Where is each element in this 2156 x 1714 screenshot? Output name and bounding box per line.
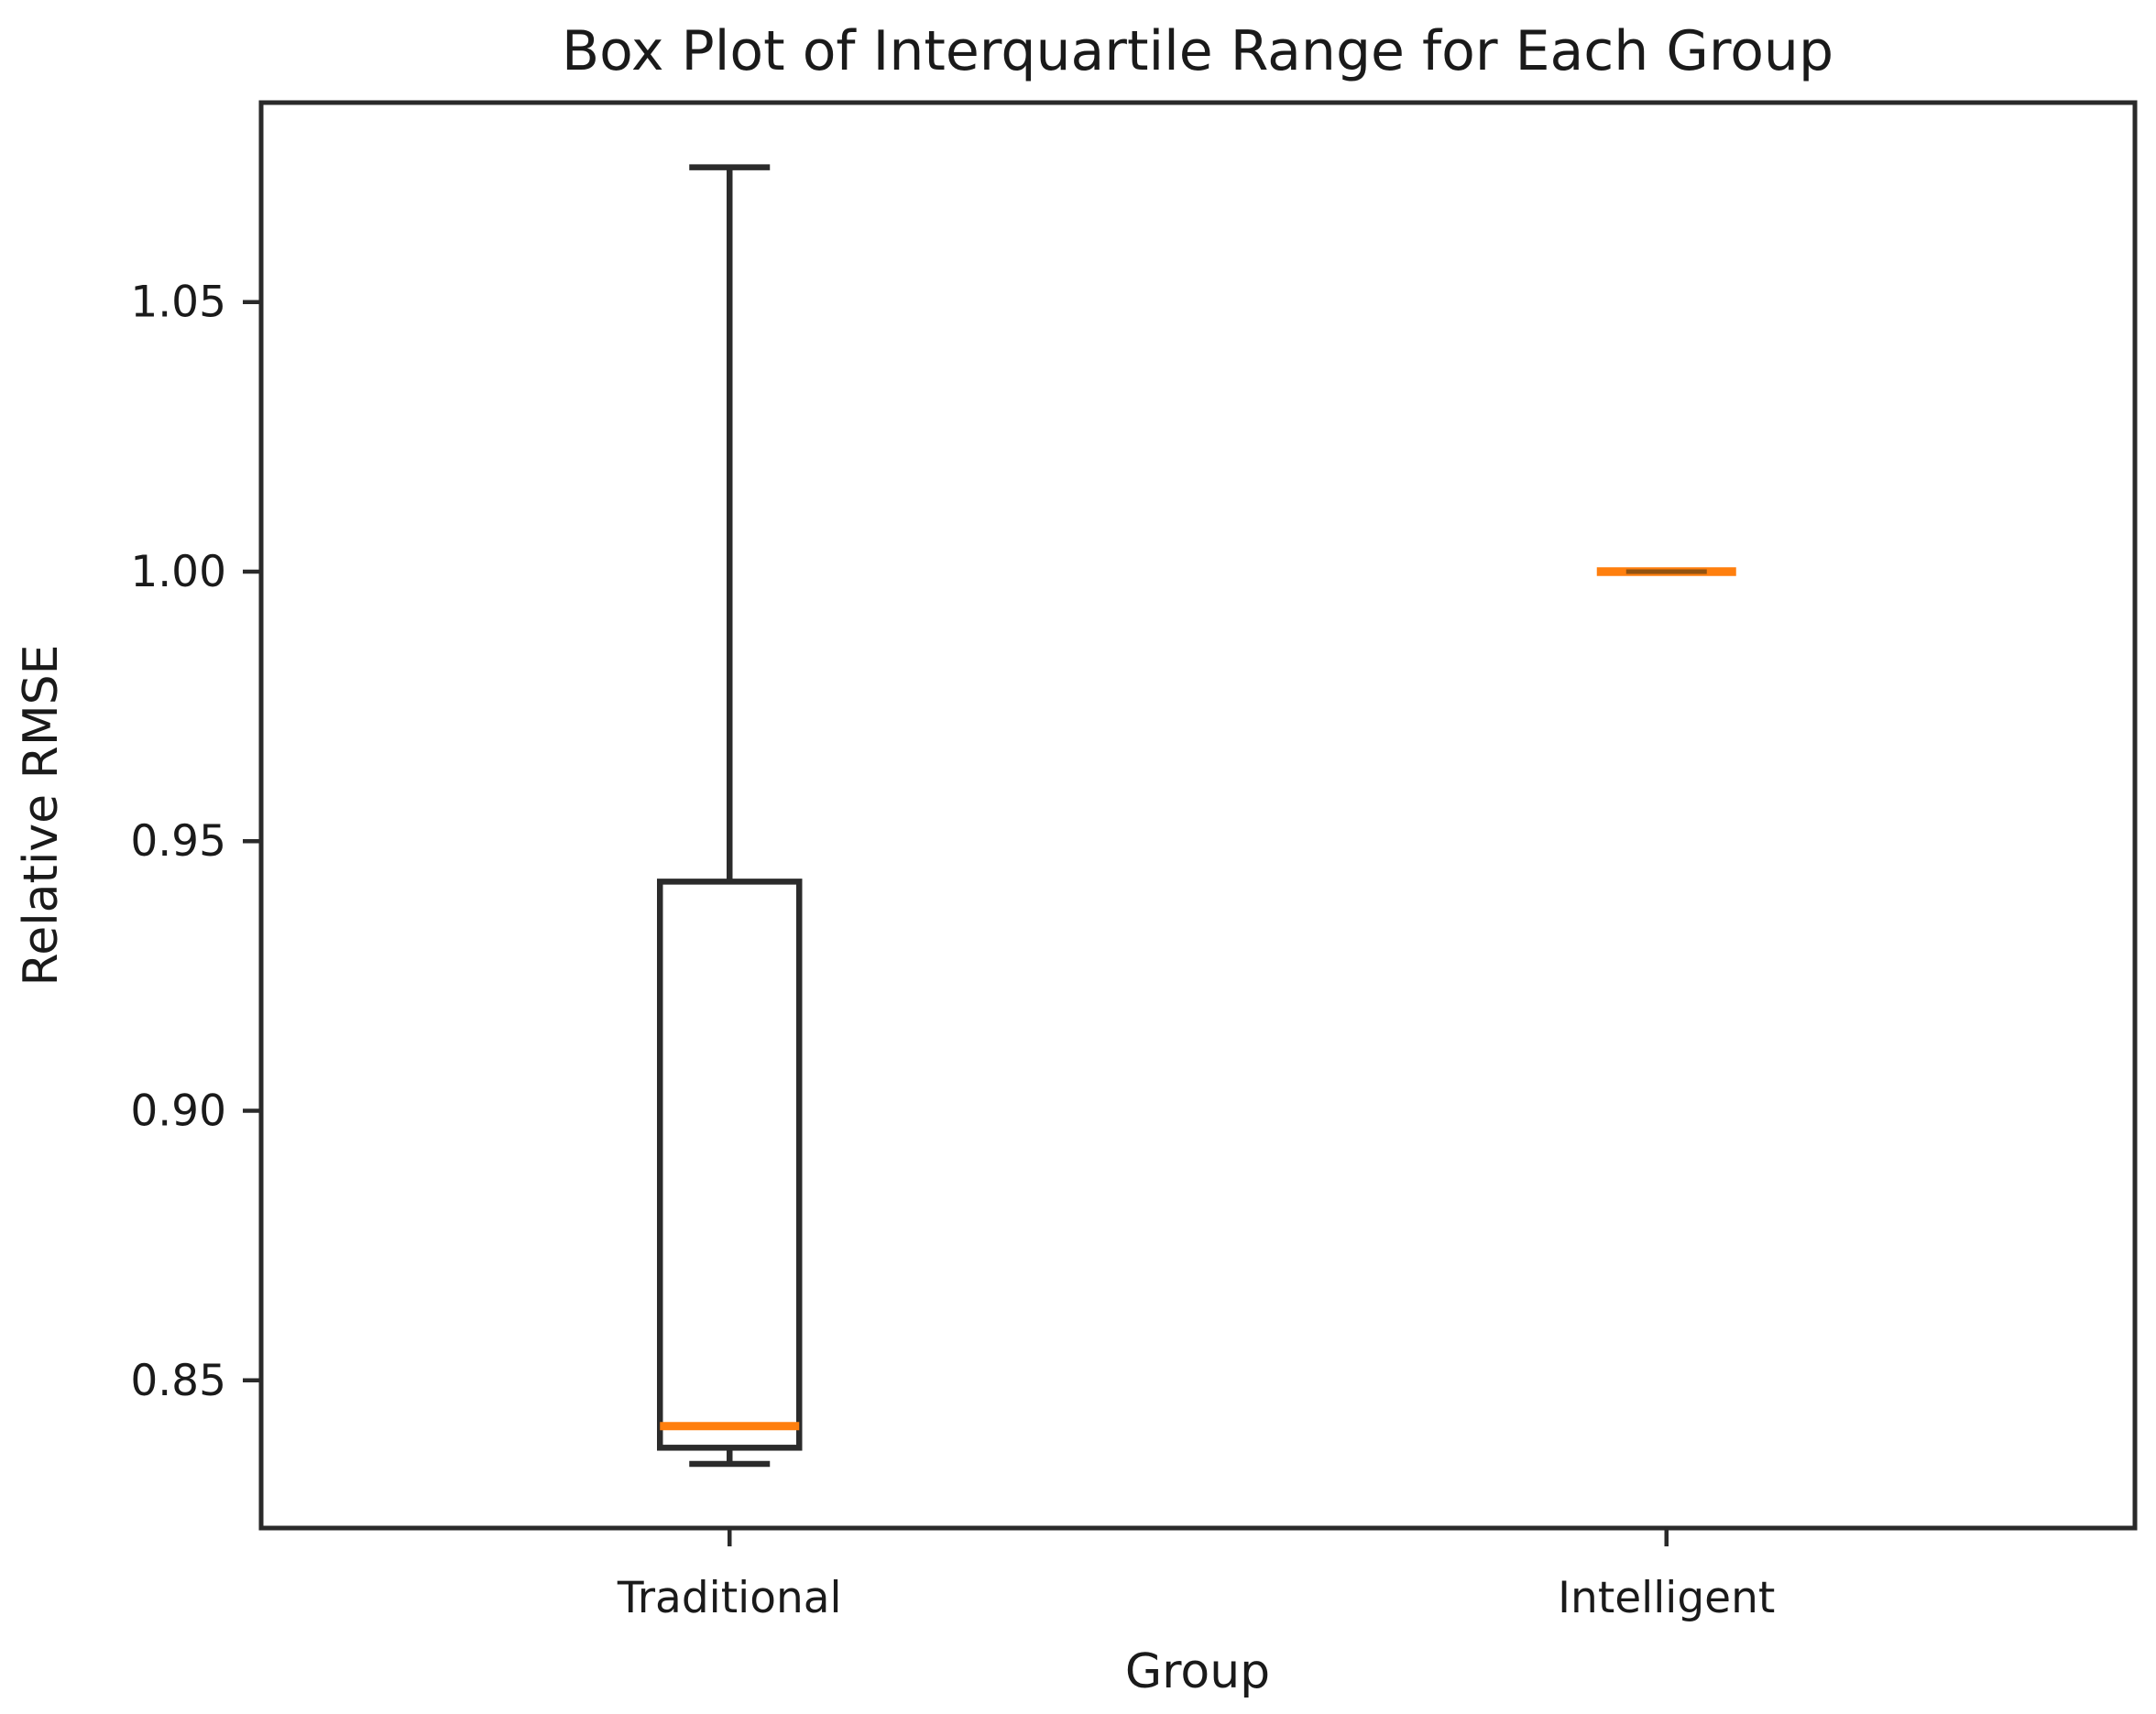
y-tick-label: 0.85 (130, 1356, 226, 1406)
plot-generated-content: 0.85 0.90 0.95 1.00 1.05 Traditional Intellige… (130, 100, 2138, 1623)
chart-title: Box Plot of Interquartile Range for Each… (562, 19, 1833, 83)
y-tick-label: 1.05 (130, 278, 226, 328)
y-tick-label: 0.90 (130, 1086, 226, 1136)
y-tick-label: 0.95 (130, 816, 226, 867)
x-tick-label: Intelligent (1558, 1573, 1775, 1623)
y-axis-label: Relative RMSE (14, 644, 69, 986)
y-tick-label: 1.00 (130, 547, 226, 597)
x-tick-label: Traditional (617, 1573, 842, 1623)
box-rect (657, 879, 803, 1451)
plot-border (258, 100, 2138, 1531)
x-axis-label: Group (1125, 1644, 1270, 1699)
